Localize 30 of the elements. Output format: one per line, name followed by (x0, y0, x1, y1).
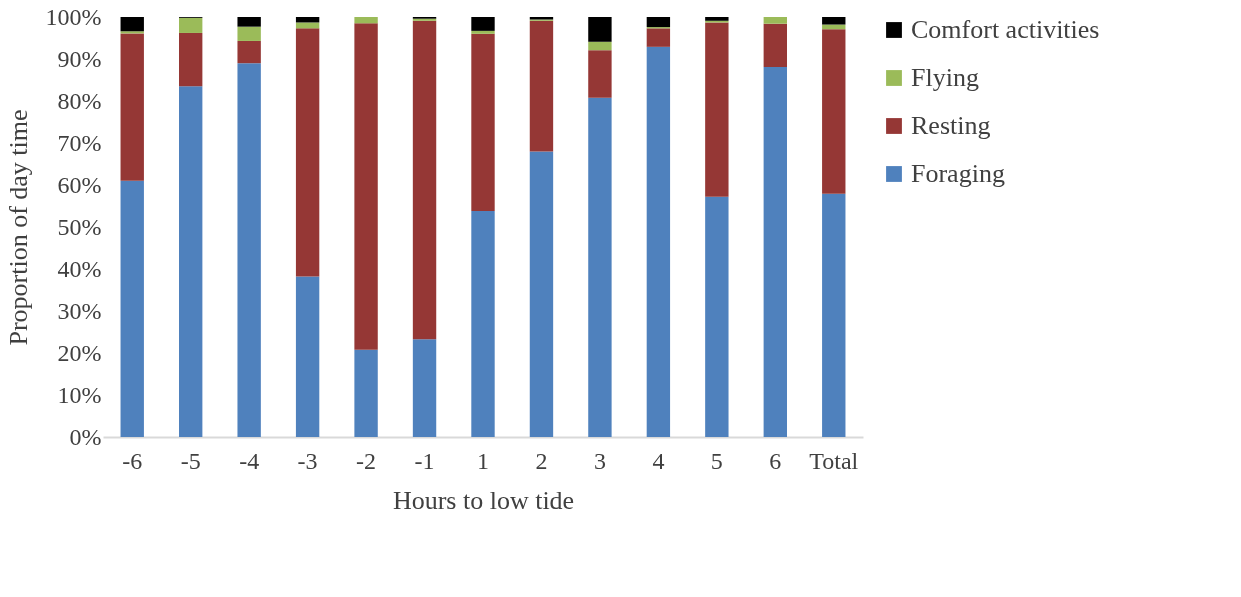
y-tick-label: 60% (57, 171, 102, 198)
x-axis-title: Hours to low tide (392, 485, 575, 515)
y-tick-label: 80% (57, 87, 102, 114)
x-tick-label: 3 (593, 447, 606, 474)
legend-label: Flying (911, 63, 979, 92)
y-tick-label: 0% (69, 423, 102, 450)
y-tick-label: 40% (57, 255, 102, 282)
y-tick-label: 30% (57, 297, 102, 324)
y-tick-label: 100% (45, 3, 102, 30)
x-tick-label: -4 (239, 447, 260, 474)
y-tick-label: 20% (57, 339, 102, 366)
y-axis-title: Proportion of day time (3, 109, 33, 346)
y-tick-label: 10% (57, 381, 102, 408)
x-tick-label: -5 (180, 447, 201, 474)
legend-label: Resting (911, 111, 991, 140)
x-tick-label: 4 (652, 447, 665, 474)
x-tick-label: 5 (710, 447, 723, 474)
y-tick-label: 70% (57, 129, 102, 156)
x-tick-label: 2 (535, 447, 548, 474)
x-tick-label: 6 (769, 447, 782, 474)
y-tick-label: 50% (57, 213, 102, 240)
x-tick-label: -1 (414, 447, 435, 474)
legend-label: Comfort activities (911, 15, 1100, 44)
y-tick-label: 90% (57, 45, 102, 72)
x-tick-label: -2 (356, 447, 377, 474)
x-tick-label: -6 (122, 447, 143, 474)
x-tick-label: -3 (297, 447, 318, 474)
x-tick-label: Total (809, 447, 859, 474)
legend-label: Foraging (911, 159, 1005, 188)
x-tick-label: 1 (477, 447, 489, 474)
